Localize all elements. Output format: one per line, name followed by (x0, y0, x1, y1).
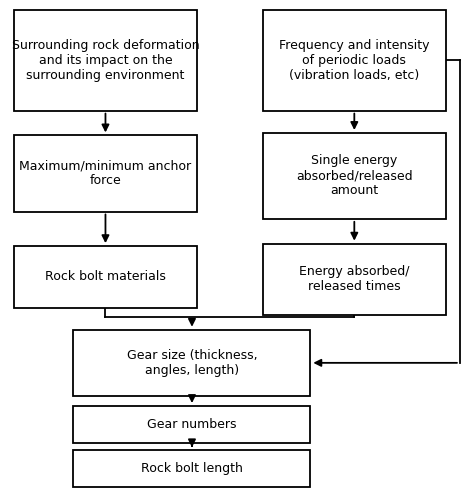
Text: Rock bolt materials: Rock bolt materials (45, 270, 166, 283)
Text: Gear size (thickness,
angles, length): Gear size (thickness, angles, length) (127, 349, 257, 377)
Text: Gear numbers: Gear numbers (147, 418, 237, 431)
Text: Energy absorbed/
released times: Energy absorbed/ released times (299, 265, 410, 293)
FancyBboxPatch shape (73, 450, 310, 487)
Text: Maximum/minimum anchor
force: Maximum/minimum anchor force (19, 159, 191, 187)
Text: Frequency and intensity
of periodic loads
(vibration loads, etc): Frequency and intensity of periodic load… (279, 39, 429, 82)
FancyBboxPatch shape (263, 133, 446, 219)
Text: Rock bolt length: Rock bolt length (141, 462, 243, 475)
FancyBboxPatch shape (73, 406, 310, 443)
FancyBboxPatch shape (14, 246, 197, 308)
FancyBboxPatch shape (14, 10, 197, 111)
FancyBboxPatch shape (14, 135, 197, 212)
FancyBboxPatch shape (263, 10, 446, 111)
FancyBboxPatch shape (263, 244, 446, 315)
Text: Surrounding rock deformation
and its impact on the
surrounding environment: Surrounding rock deformation and its imp… (12, 39, 199, 82)
FancyBboxPatch shape (73, 330, 310, 396)
Text: Single energy
absorbed/released
amount: Single energy absorbed/released amount (296, 154, 413, 197)
